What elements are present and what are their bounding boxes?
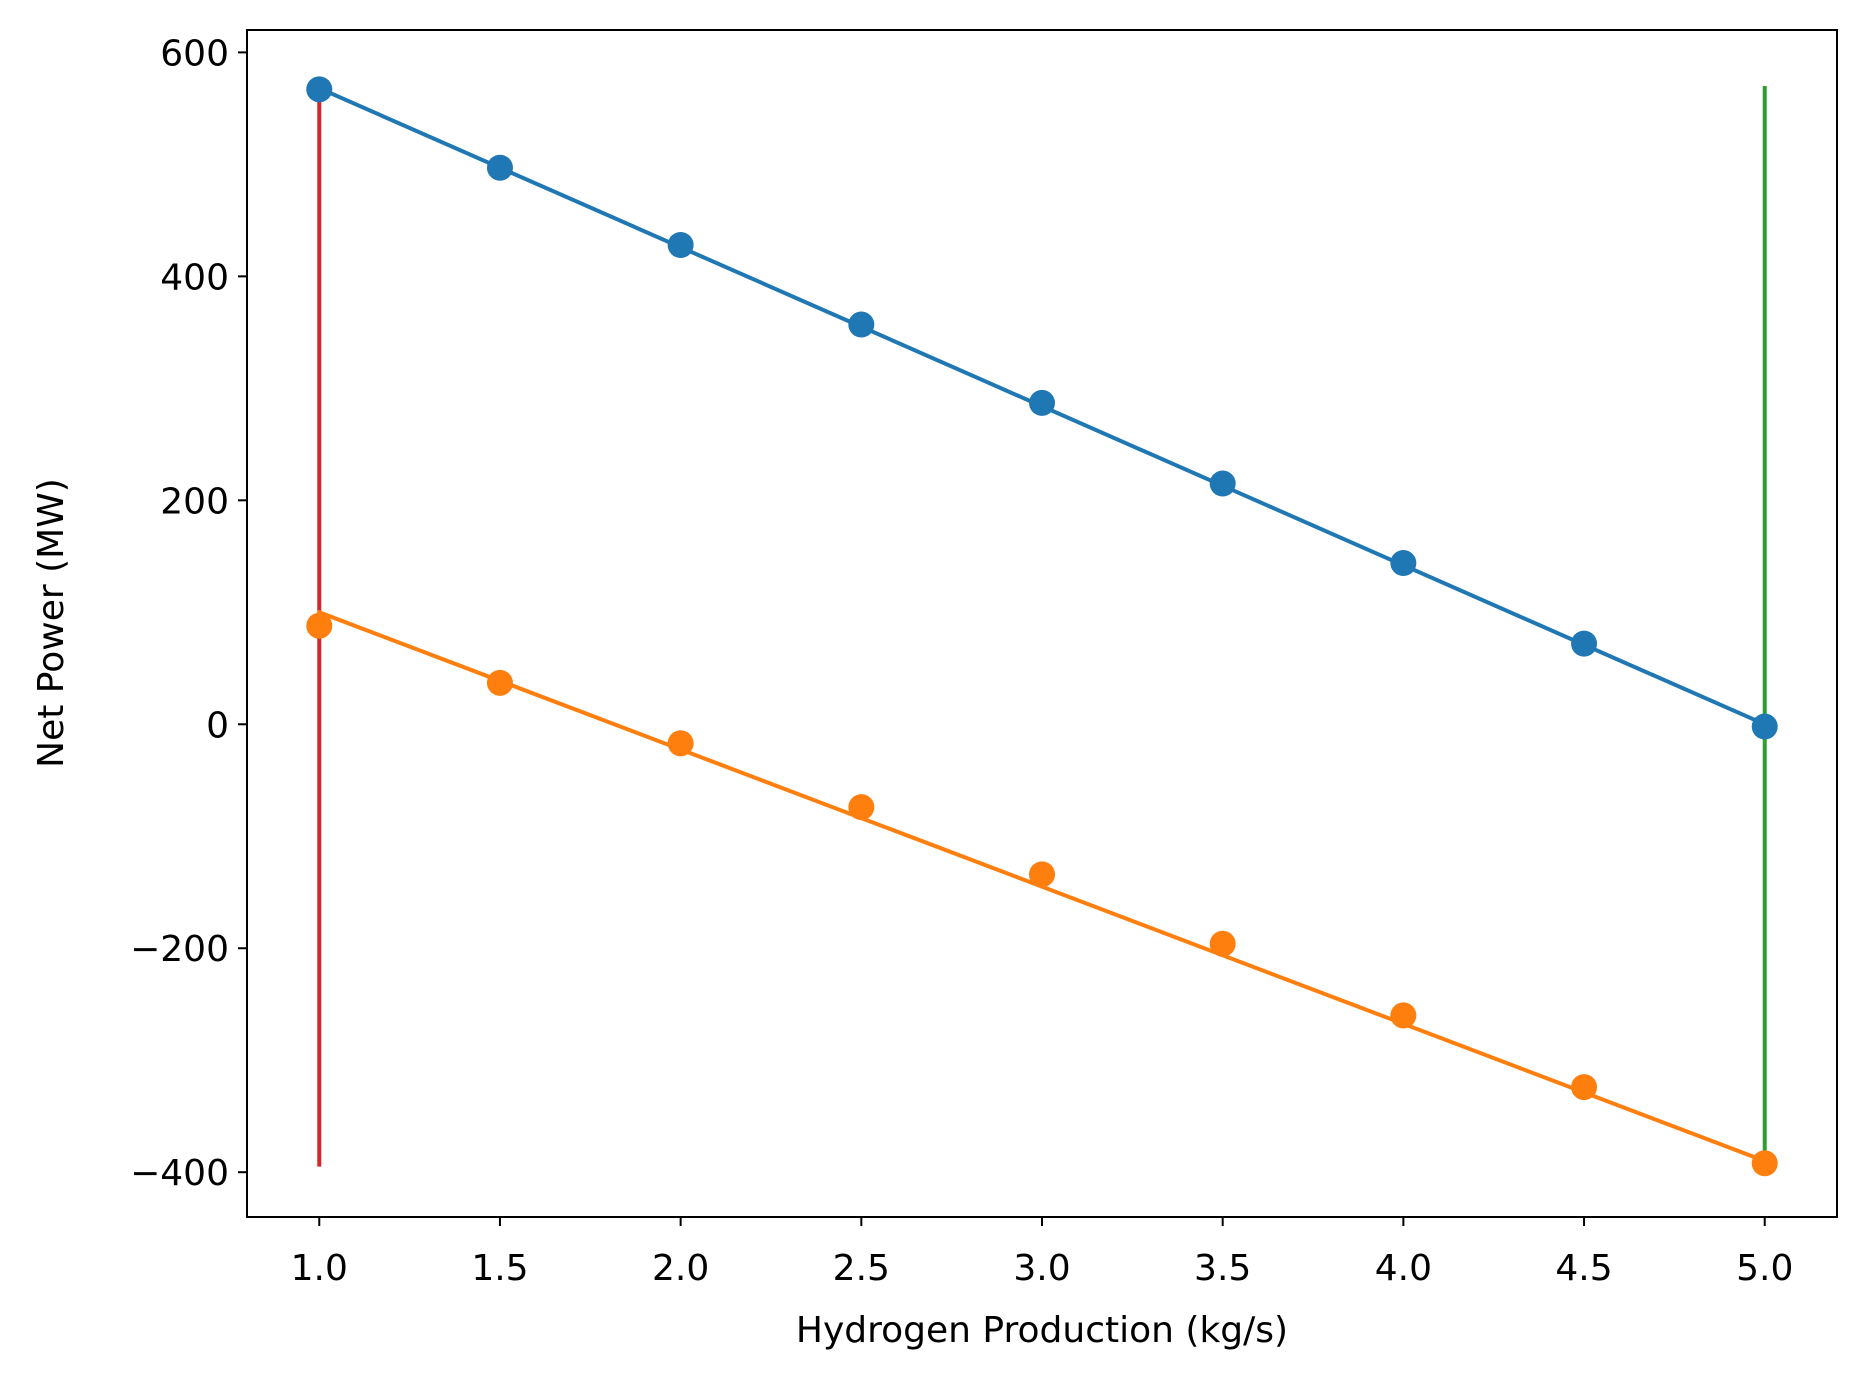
y-tick-label: 0 xyxy=(206,705,229,746)
series-2-point xyxy=(306,612,333,639)
y-tick-label: 200 xyxy=(160,481,229,522)
series-1-point xyxy=(1571,630,1598,657)
x-tick-label: 5.0 xyxy=(1736,1248,1793,1289)
series-2-point xyxy=(667,730,694,757)
x-tick-label: 3.5 xyxy=(1194,1248,1251,1289)
series-1-point xyxy=(848,311,875,338)
series-2-point xyxy=(1751,1150,1778,1177)
x-tick-label: 2.5 xyxy=(833,1248,890,1289)
series-2-point xyxy=(848,794,875,821)
series-2-point xyxy=(1390,1002,1417,1029)
y-axis: 600 400 200 0 −200 −400 xyxy=(130,33,247,1194)
y-tick-label: −200 xyxy=(130,929,229,970)
series-1-point xyxy=(1751,713,1778,740)
x-axis: 1.0 1.5 2.0 2.5 3.0 3.5 4.0 4.5 5.0 xyxy=(291,1217,1793,1289)
y-tick-label: 600 xyxy=(160,33,229,74)
series-1-point xyxy=(306,76,333,103)
x-axis-label: Hydrogen Production (kg/s) xyxy=(796,1310,1288,1351)
x-tick-label: 3.0 xyxy=(1013,1248,1070,1289)
series-2-point xyxy=(1209,930,1236,957)
series-1-point xyxy=(1209,470,1236,497)
x-tick-label: 2.0 xyxy=(652,1248,709,1289)
series-1-point xyxy=(1029,389,1055,416)
series-1-point xyxy=(667,232,694,259)
y-tick-label: −400 xyxy=(130,1153,229,1194)
series-2-point xyxy=(1029,861,1055,888)
series-2-point xyxy=(486,669,513,696)
series-2-point xyxy=(1571,1074,1598,1101)
x-tick-label: 1.5 xyxy=(471,1248,528,1289)
x-tick-label: 1.0 xyxy=(291,1248,348,1289)
chart-marks xyxy=(306,76,1778,1177)
y-axis-label: Net Power (MW) xyxy=(31,478,72,768)
series-1-point xyxy=(486,154,513,181)
x-tick-label: 4.5 xyxy=(1555,1248,1612,1289)
x-tick-label: 4.0 xyxy=(1375,1248,1432,1289)
series-1-point xyxy=(1390,550,1417,577)
y-tick-label: 400 xyxy=(160,257,229,298)
